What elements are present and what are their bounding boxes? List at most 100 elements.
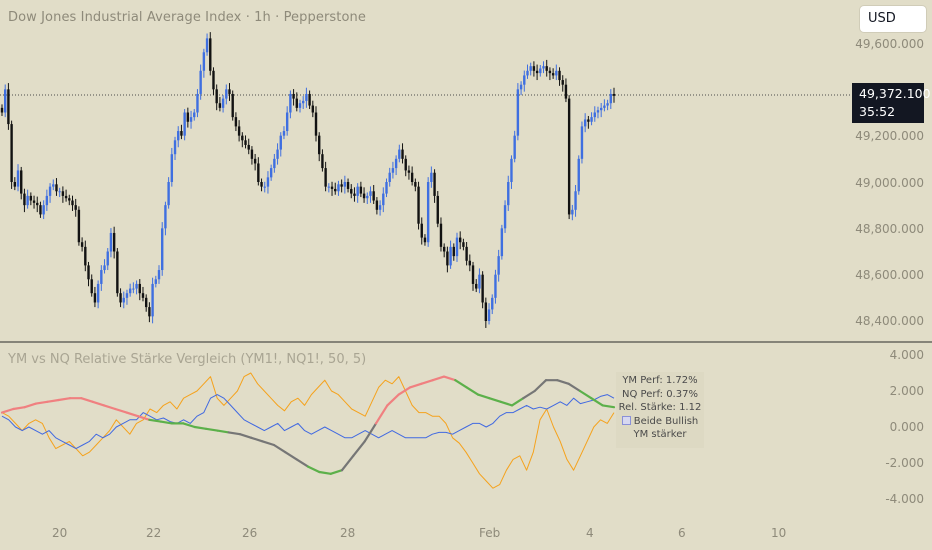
relative-strength-segment <box>261 440 276 447</box>
candle-body <box>154 279 158 284</box>
candle-body <box>263 186 266 188</box>
candle-body <box>394 158 398 169</box>
candle-body <box>144 297 148 308</box>
candle-body <box>186 112 190 122</box>
candle-body <box>372 191 375 201</box>
candle-body <box>382 193 385 206</box>
time-axis-label: 28 <box>340 526 356 540</box>
candle-body <box>503 205 507 229</box>
candle-body <box>609 93 612 104</box>
candle-body <box>167 182 170 206</box>
candle-body <box>148 307 151 317</box>
relative-strength-segment <box>80 397 94 403</box>
candle-body <box>526 70 529 76</box>
candle-body <box>55 184 58 192</box>
candle-body <box>436 195 439 224</box>
relative-strength-segment <box>46 398 60 403</box>
relative-strength-segment <box>340 454 355 472</box>
candle-body <box>314 112 318 136</box>
candle-body <box>491 297 494 310</box>
candle-body <box>132 288 135 290</box>
relative-strength-segment <box>238 433 253 439</box>
candle-body <box>577 158 580 192</box>
relative-strength-segment <box>114 407 128 414</box>
candle-body <box>109 232 113 252</box>
relative-strength-segment <box>488 397 502 403</box>
candle-body <box>93 293 97 303</box>
relative-strength-segment <box>431 375 446 382</box>
candle-body <box>507 182 510 206</box>
relative-strength-segment <box>465 386 480 396</box>
candle-body <box>385 182 388 194</box>
note-text: YM stärker <box>633 429 687 440</box>
candle-body <box>375 200 379 210</box>
candle-body <box>100 270 103 284</box>
candle-body <box>401 149 404 159</box>
time-axis-label: 20 <box>52 526 68 540</box>
candle-body <box>61 191 65 196</box>
ym-perf-text: YM Perf: 1.72% <box>622 375 698 386</box>
candle-body <box>500 228 504 257</box>
candle-body <box>442 246 446 252</box>
candle-body <box>173 140 177 155</box>
bar-countdown: 35:52 <box>859 104 896 119</box>
candle-body <box>64 195 68 199</box>
candle-body <box>135 283 138 289</box>
relative-strength-segment <box>374 404 389 425</box>
candle-body <box>231 93 234 118</box>
candle-body <box>350 188 353 194</box>
currency-button[interactable]: USD <box>860 6 926 32</box>
candle-body <box>471 265 475 284</box>
candle-body <box>42 205 45 215</box>
relative-strength-segment <box>182 422 196 429</box>
candle-body <box>571 209 574 215</box>
candle-body <box>183 112 186 136</box>
candle-body <box>189 117 193 122</box>
time-axis-label: Feb <box>479 526 501 540</box>
indicator-axis-label: -2.000 <box>885 456 924 470</box>
candle-body <box>308 93 311 106</box>
candle-body <box>340 184 343 187</box>
relative-strength-segment <box>0 407 15 414</box>
time-axis-label: 26 <box>242 526 258 540</box>
price-axis-label: 49,000.000 <box>855 176 924 190</box>
candle-body <box>58 191 61 193</box>
candle-body <box>516 89 520 136</box>
indicator-axis-label: 0.000 <box>889 420 924 434</box>
relative-strength-segment <box>556 379 570 385</box>
ym-performance-line <box>1 372 615 489</box>
price-axis-label: 49,200.000 <box>855 129 924 143</box>
candle-body <box>84 246 87 266</box>
candle-body <box>289 93 292 113</box>
candle-body <box>378 205 382 210</box>
candle-body <box>164 205 167 229</box>
relative-strength-segment <box>397 386 412 396</box>
candle-body <box>583 119 587 127</box>
candle-body <box>202 52 206 71</box>
candle-body <box>74 205 77 210</box>
candle-body <box>599 107 603 111</box>
relative-strength-segment <box>306 465 321 474</box>
candle-body <box>475 283 478 289</box>
relative-strength-segment <box>533 379 548 393</box>
candle-body <box>241 135 244 141</box>
candle-body <box>446 251 449 266</box>
candle-body <box>564 84 568 99</box>
candle-body <box>161 228 164 271</box>
candle-body <box>13 182 17 187</box>
candle-body <box>356 186 359 196</box>
relative-strength-segment <box>567 382 582 393</box>
candle-body <box>292 93 295 99</box>
nq-perf-text: NQ Perf: 0.37% <box>622 388 698 400</box>
candle-body <box>590 117 593 122</box>
candle-body <box>449 246 452 266</box>
candle-body <box>260 182 263 187</box>
candle-body <box>369 191 372 196</box>
relative-strength-segment <box>352 440 366 457</box>
candle-body <box>561 80 564 85</box>
candle-body <box>228 89 231 94</box>
candle-body <box>209 38 212 71</box>
candle-body <box>205 38 209 53</box>
